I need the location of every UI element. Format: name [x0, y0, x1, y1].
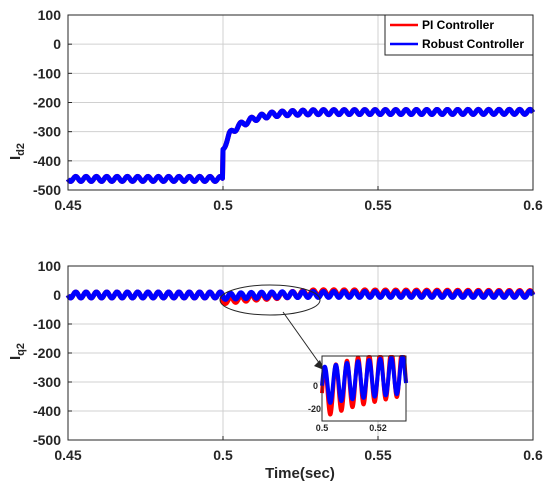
bottom-y-tick-label: -400 [33, 403, 61, 419]
bottom-axes-frame [67, 265, 534, 441]
top-series [65, 106, 536, 184]
bottom-series-robust [65, 288, 536, 302]
bottom-y-tick-label: -200 [33, 345, 61, 361]
bottom-y-tick-labels: 100 0 -100 -200 -300 -400 -500 [33, 258, 61, 448]
top-y-tick-label: 100 [38, 7, 62, 23]
top-y-tick-label: -100 [33, 65, 61, 81]
top-y-tick-label: -500 [33, 182, 61, 198]
top-x-tick-label: 0.45 [54, 197, 81, 213]
bottom-x-tick-label: 0.45 [54, 447, 81, 463]
inset-series-robust [320, 355, 408, 405]
bottom-y-tick-label: -100 [33, 316, 61, 332]
bottom-y-axis-label: Iq2 [7, 343, 27, 360]
inset-x-tick-0.5: 0.5 [316, 423, 329, 433]
bottom-x-tick-label: 0.6 [523, 447, 543, 463]
legend-label-pi: PI Controller [422, 18, 494, 32]
bottom-series [65, 287, 536, 306]
inset-y-tick-minus20: -20 [308, 404, 321, 414]
legend-box [384, 14, 534, 56]
top-y-tick-label: -300 [33, 124, 61, 140]
zoom-arrow [282, 311, 323, 368]
inset-series [320, 355, 408, 417]
top-y-tick-label: 0 [53, 36, 61, 52]
top-y-tick-label: -200 [33, 95, 61, 111]
inset-y-tick-0: 0 [313, 381, 318, 391]
legend-label-robust: Robust Controller [422, 37, 524, 51]
top-y-tick-labels: 100 0 -100 -200 -300 -400 -500 [33, 7, 61, 198]
bottom-x-tick-labels: 0.45 0.5 0.55 0.6 [54, 447, 543, 463]
x-axis-label: Time(sec) [265, 465, 335, 482]
top-series-robust [65, 106, 536, 184]
top-x-tick-label: 0.55 [364, 197, 391, 213]
inset-x-tick-0.52: 0.52 [369, 423, 387, 433]
inset-frame-top [321, 355, 407, 422]
legend: PI Controller Robust Controller [384, 14, 534, 56]
inset-axes: 0 -20 0.5 0.52 [308, 355, 408, 433]
top-x-tick-labels: 0.45 0.5 0.55 0.6 [54, 197, 543, 213]
bottom-x-tick-label: 0.5 [213, 447, 233, 463]
top-x-tick-label: 0.5 [213, 197, 233, 213]
bottom-y-tick-label: 0 [53, 287, 61, 303]
zoom-region-ellipse [219, 284, 321, 316]
bottom-y-tick-label: 100 [38, 258, 62, 274]
top-y-tick-label: -400 [33, 153, 61, 169]
bottom-x-tick-label: 0.55 [364, 447, 391, 463]
bottom-y-tick-label: -500 [33, 432, 61, 448]
top-axes-frame [67, 14, 534, 191]
top-y-axis-label: Id2 [7, 143, 27, 160]
bottom-y-tick-label: -300 [33, 374, 61, 390]
top-x-tick-label: 0.6 [523, 197, 543, 213]
